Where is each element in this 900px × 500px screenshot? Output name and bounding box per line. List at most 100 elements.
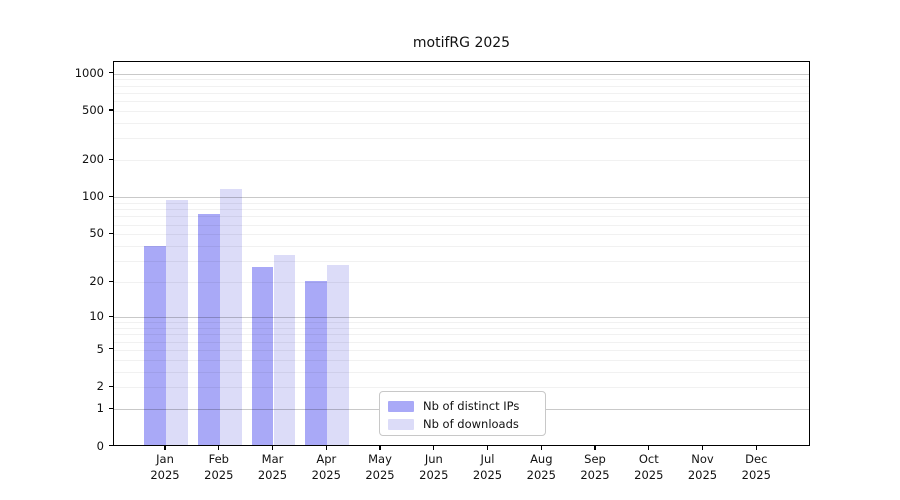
gridline-minor [114,85,809,87]
x-axis-year-label: 2025 [741,467,771,482]
x-axis-month-label: May [368,452,392,466]
y-axis-tick-label: 2 [96,379,104,394]
x-axis-year-label: 2025 [365,467,395,482]
x-axis-month-label: Sep [584,452,606,466]
x-axis-year-label: 2025 [580,467,610,482]
plot-area [113,61,810,446]
x-axis-tick-label: Mar 2025 [243,452,303,483]
bar-downloads-jan [166,200,188,445]
x-axis-year-label: 2025 [311,467,341,482]
bar-distinct-ips-apr [305,280,328,445]
x-axis-month-label: Aug [530,452,553,466]
gridline-minor [114,138,809,140]
bar-distinct-ips-mar [251,267,274,445]
x-axis-tick-label: Aug 2025 [511,452,571,483]
gridline-minor [114,79,809,81]
x-axis-month-label: Oct [638,452,659,466]
x-axis-tick-label: May 2025 [350,452,410,483]
chart-title: motifRG 2025 [412,35,511,51]
y-axis-tick-label: 20 [89,274,104,289]
y-axis-tick-mark [109,280,113,282]
y-axis-tick-label: 50 [89,226,104,241]
x-axis-month-label: Nov [691,452,714,466]
x-axis-tick-label: Nov 2025 [673,452,733,483]
x-axis-tick-label: Sep 2025 [565,452,625,483]
y-axis-tick-mark [109,71,113,74]
y-axis-tick-mark [109,232,113,234]
x-axis-tick-mark [540,446,542,450]
y-axis-tick-mark [109,348,113,350]
x-axis-year-label: 2025 [472,467,503,482]
y-axis-tick-label: 100 [82,189,104,204]
legend: Nb of distinct IPs Nb of downloads [379,391,546,436]
x-axis-tick-label: Dec 2025 [726,452,786,483]
bar-distinct-ips-jan [144,245,166,445]
gridline-minor [114,101,809,103]
gridline-minor [114,160,809,162]
x-axis-year-label: 2025 [634,467,664,482]
gridline-minor [114,203,809,204]
y-axis-tick-mark [109,407,113,409]
y-axis-tick-mark [109,195,113,198]
bar-downloads-mar [273,254,296,445]
bar-distinct-ips-feb [198,214,220,445]
gridline-major [114,73,809,75]
gridline-minor [114,92,809,94]
x-axis-year-label: 2025 [150,467,180,482]
x-axis-month-label: Dec [745,452,768,466]
y-axis-tick-label: 10 [89,309,104,324]
legend-item-distinct-ips: Nb of distinct IPs [388,397,537,415]
x-axis-tick-mark [701,446,704,450]
x-axis-tick-mark [271,446,274,450]
y-axis-tick-label: 0 [96,438,104,453]
x-axis-month-label: Mar [261,452,284,466]
y-axis-tick-mark [109,385,113,387]
x-axis-month-label: Jul [480,452,495,466]
bar-downloads-feb [219,188,242,445]
y-axis-tick-mark [109,158,113,160]
x-axis-tick-label: Jan 2025 [135,452,195,483]
x-axis-tick-mark [433,446,435,450]
legend-label-distinct-ips: Nb of distinct IPs [423,399,520,413]
y-axis-tick-mark [109,444,113,447]
y-axis-tick-label: 1 [96,401,104,416]
x-axis-month-label: Apr [316,452,337,466]
x-axis-tick-mark [648,446,650,450]
x-axis-tick-mark [325,446,327,450]
x-axis-year-label: 2025 [204,467,234,482]
y-axis-tick-label: 1000 [74,65,104,80]
legend-swatch-distinct-ips [388,400,414,412]
x-axis-tick-label: Jun 2025 [404,452,464,483]
x-axis-tick-mark [594,446,596,450]
x-axis-tick-label: Jul 2025 [458,452,518,483]
x-axis-tick-mark [486,446,489,450]
x-axis-month-label: Jun [424,452,443,466]
x-axis-tick-label: Apr 2025 [296,452,356,483]
x-axis-month-label: Feb [208,452,229,466]
x-axis-tick-mark [218,446,220,450]
x-axis-year-label: 2025 [257,467,288,482]
x-axis-tick-mark [379,446,381,450]
y-axis-tick-label: 5 [96,341,104,356]
bar-downloads-apr [327,265,350,445]
x-axis-tick-mark [164,446,166,450]
y-axis-tick-label: 500 [82,102,104,117]
legend-item-downloads: Nb of downloads [388,415,537,433]
x-axis-year-label: 2025 [687,467,718,482]
legend-swatch-downloads [388,418,414,430]
gridline-minor [114,122,809,124]
x-axis-month-label: Jan [156,452,174,466]
x-axis-year-label: 2025 [419,467,449,482]
gridline-major [114,197,809,199]
legend-label-downloads: Nb of downloads [423,417,519,431]
x-axis-tick-label: Feb 2025 [189,452,249,483]
x-axis-tick-label: Oct 2025 [619,452,679,483]
y-axis-tick-mark [109,109,113,111]
x-axis-tick-mark [755,446,757,450]
gridline-minor [114,209,809,211]
x-axis-year-label: 2025 [526,467,556,482]
gridline-minor [114,110,809,112]
y-axis-tick-mark [109,315,113,317]
y-axis-tick-label: 200 [82,152,104,167]
